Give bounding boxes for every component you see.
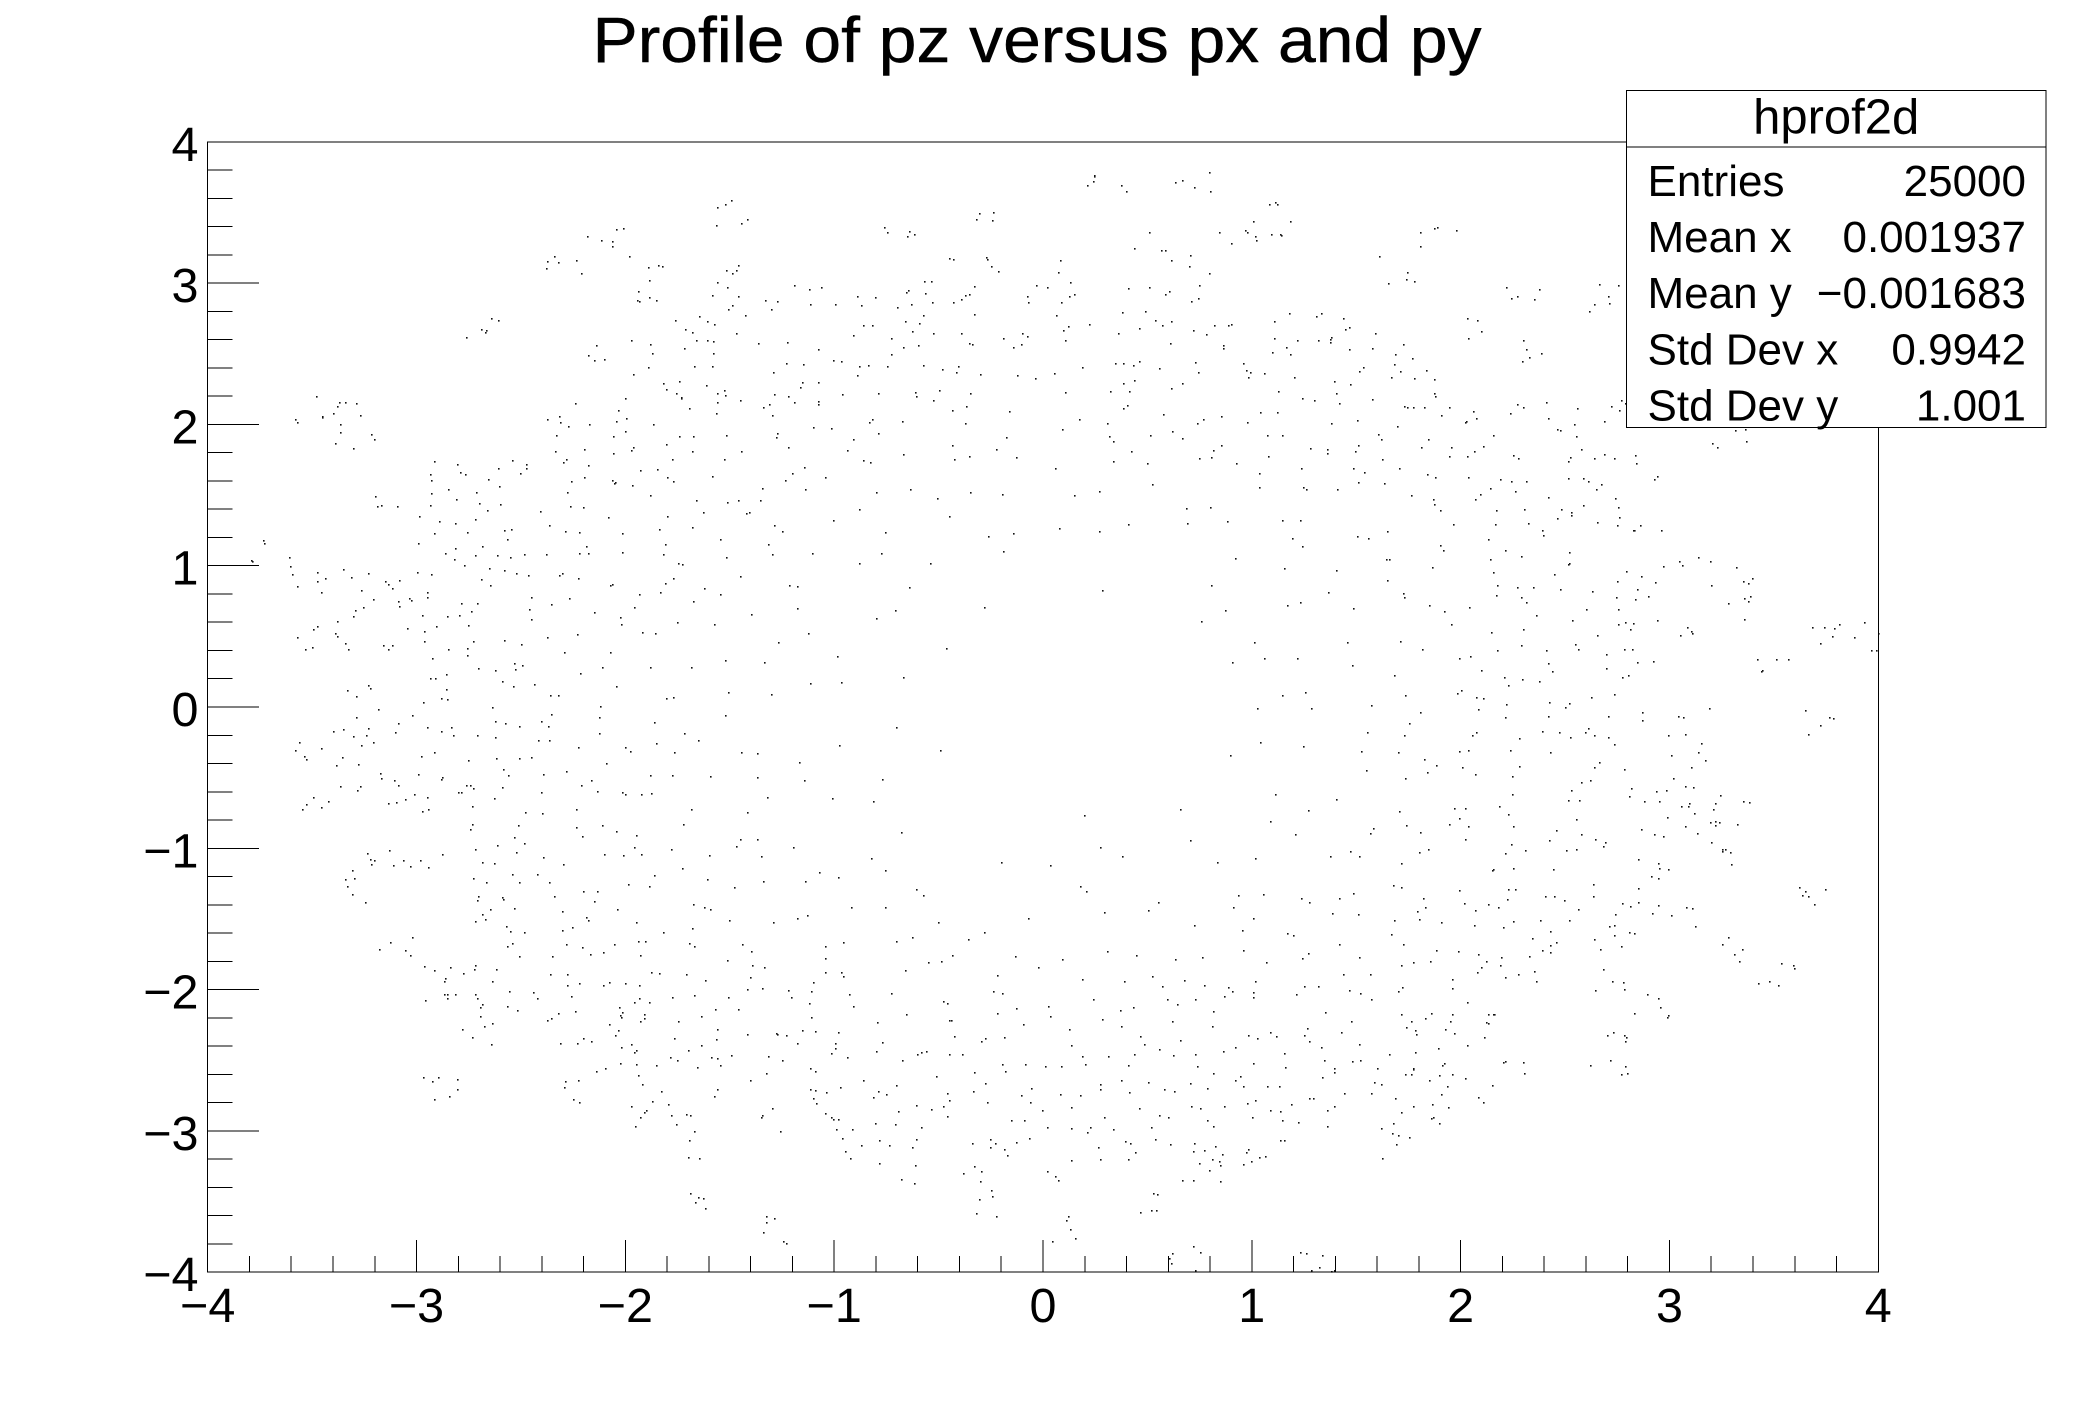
- svg-text:−1: −1: [807, 1279, 862, 1333]
- svg-text:−4: −4: [180, 1279, 235, 1333]
- svg-text:−4: −4: [143, 1248, 198, 1302]
- svg-text:3: 3: [1656, 1279, 1683, 1333]
- svg-text:Std Dev x: Std Dev x: [1648, 325, 1839, 374]
- svg-text:Entries: Entries: [1648, 157, 1785, 206]
- svg-text:Mean x: Mean x: [1648, 213, 1792, 262]
- svg-text:−3: −3: [143, 1107, 198, 1161]
- svg-text:−2: −2: [143, 966, 198, 1020]
- svg-text:0.001937: 0.001937: [1842, 213, 2026, 262]
- svg-text:hprof2d: hprof2d: [1753, 91, 1919, 145]
- svg-text:1.001: 1.001: [1916, 381, 2026, 430]
- svg-text:Std Dev y: Std Dev y: [1648, 381, 1839, 430]
- svg-text:1: 1: [1238, 1279, 1265, 1333]
- svg-text:Mean y: Mean y: [1648, 269, 1792, 318]
- svg-text:4: 4: [1865, 1279, 1892, 1333]
- svg-text:25000: 25000: [1904, 157, 2026, 206]
- svg-text:−0.001683: −0.001683: [1817, 269, 2026, 318]
- svg-text:0.9942: 0.9942: [1891, 325, 2026, 374]
- svg-text:−1: −1: [143, 824, 198, 878]
- svg-text:2: 2: [1447, 1279, 1474, 1333]
- svg-text:0: 0: [172, 683, 199, 737]
- svg-text:−2: −2: [598, 1279, 653, 1333]
- svg-text:2: 2: [172, 400, 199, 454]
- svg-text:0: 0: [1030, 1279, 1057, 1333]
- svg-text:1: 1: [172, 542, 199, 596]
- svg-text:−3: −3: [389, 1279, 444, 1333]
- svg-text:4: 4: [172, 118, 199, 172]
- svg-text:Profile of pz versus px and py: Profile of pz versus px and py: [593, 4, 1482, 76]
- svg-text:3: 3: [172, 259, 199, 313]
